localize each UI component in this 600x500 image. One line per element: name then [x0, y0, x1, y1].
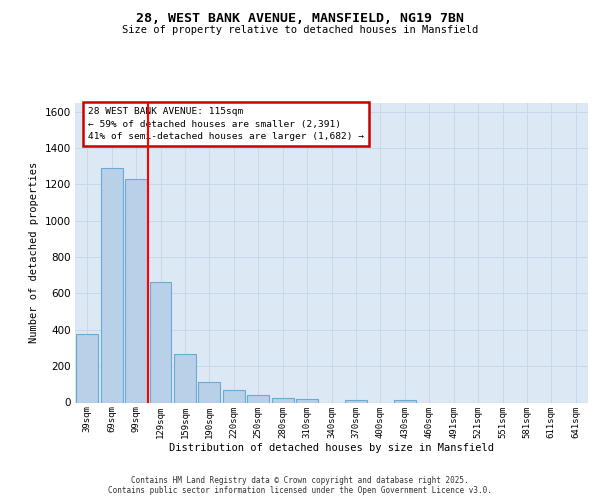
Y-axis label: Number of detached properties: Number of detached properties [29, 162, 39, 343]
Bar [247, 395, 269, 402]
Bar [394, 400, 416, 402]
Bar [174, 354, 196, 403]
Text: Size of property relative to detached houses in Mansfield: Size of property relative to detached ho… [122, 25, 478, 35]
Bar [296, 399, 318, 402]
Text: 28 WEST BANK AVENUE: 115sqm
← 59% of detached houses are smaller (2,391)
41% of : 28 WEST BANK AVENUE: 115sqm ← 59% of det… [88, 107, 364, 141]
Bar [101, 168, 122, 402]
Bar [223, 390, 245, 402]
X-axis label: Distribution of detached houses by size in Mansfield: Distribution of detached houses by size … [169, 443, 494, 453]
Text: 28, WEST BANK AVENUE, MANSFIELD, NG19 7BN: 28, WEST BANK AVENUE, MANSFIELD, NG19 7B… [136, 12, 464, 26]
Bar [272, 398, 293, 402]
Bar [125, 179, 147, 402]
Bar [345, 400, 367, 402]
Bar [76, 334, 98, 402]
Bar [149, 282, 172, 403]
Bar [199, 382, 220, 402]
Text: Contains HM Land Registry data © Crown copyright and database right 2025.
Contai: Contains HM Land Registry data © Crown c… [108, 476, 492, 495]
